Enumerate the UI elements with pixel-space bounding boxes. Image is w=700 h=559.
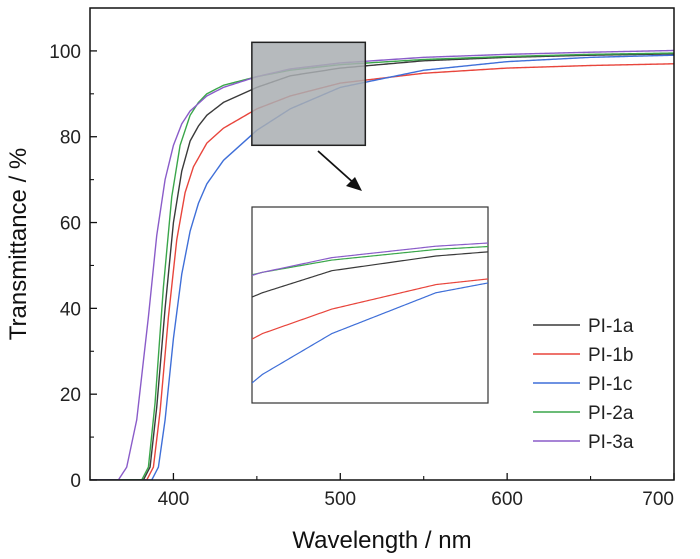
x-axis-title: Wavelength / nm — [292, 527, 471, 554]
series-line-pi-1a — [90, 53, 674, 480]
y-tick-label: 100 — [49, 42, 81, 63]
legend-label-pi-1b: PI-1b — [588, 345, 633, 366]
legend: PI-1a PI-1b PI-1c PI-2a PI-3a — [533, 316, 634, 453]
legend-label-pi-1a: PI-1a — [588, 316, 634, 337]
inset-frame — [251, 206, 489, 404]
inset-line-pi-1a — [252, 251, 488, 298]
y-tick-label: 0 — [70, 471, 81, 492]
y-tick-label: 40 — [60, 299, 81, 320]
x-tick-label: 500 — [324, 489, 356, 510]
y-tick-label: 60 — [60, 214, 81, 235]
legend-label-pi-2a: PI-2a — [588, 403, 634, 424]
inset-line-pi-2a — [252, 245, 488, 276]
series-line-pi-1c — [90, 54, 674, 480]
y-tick-label: 20 — [60, 385, 81, 406]
y-axis-ticks: 0 20 40 60 80 100 — [49, 42, 97, 492]
legend-label-pi-1c: PI-1c — [588, 374, 632, 395]
zoom-region-box — [251, 41, 367, 147]
x-tick-label: 700 — [642, 489, 674, 510]
x-tick-label: 600 — [491, 489, 523, 510]
zoom-arrow — [317, 150, 357, 186]
y-tick-label: 80 — [60, 128, 81, 149]
series-line-pi-3a — [90, 49, 674, 480]
legend-label-pi-3a: PI-3a — [588, 432, 634, 453]
inset-line-pi-1b — [252, 278, 488, 340]
inset-line-pi-1c — [252, 282, 488, 384]
x-tick-label: 400 — [158, 489, 190, 510]
plot-frame — [89, 7, 675, 481]
inset-series-group — [252, 242, 488, 384]
inset-line-pi-3a — [252, 242, 488, 276]
x-axis-ticks: 400 500 600 700 — [89, 473, 675, 510]
series-line-pi-2a — [90, 52, 674, 480]
main-series-group — [90, 49, 674, 480]
y-axis-title: Transmittance / % — [5, 148, 32, 341]
zoom-arrow-head — [346, 177, 362, 191]
